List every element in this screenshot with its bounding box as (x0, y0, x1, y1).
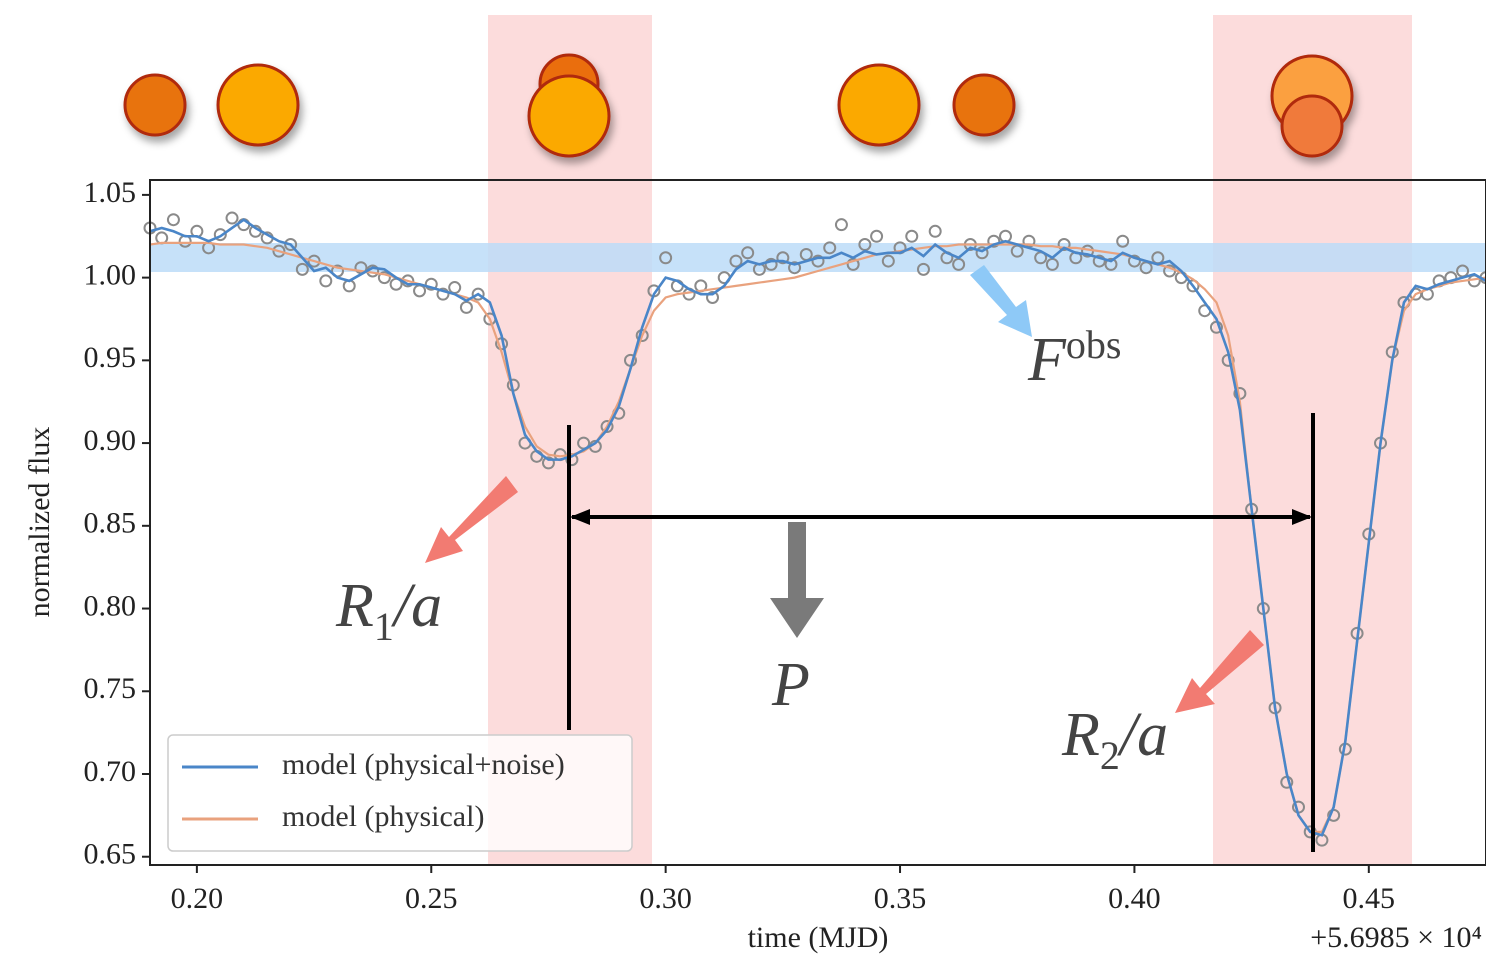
plot-layer (143, 211, 1486, 847)
annotation-sup: obs (1066, 322, 1122, 367)
data-point (1057, 238, 1071, 252)
down-arrow (770, 522, 824, 638)
plot-frame (149, 179, 1486, 866)
star (952, 73, 1016, 137)
x-offset-label: +5.6985 × 10⁴ (1310, 921, 1482, 954)
data-point (319, 274, 333, 288)
data-point (213, 228, 227, 242)
annotation: R1/a (335, 572, 442, 649)
data-point (916, 262, 930, 276)
data-point (459, 300, 473, 314)
data-point (284, 238, 298, 252)
blue-arrow (970, 265, 1032, 337)
annotation-text: R (1061, 701, 1100, 769)
data-point (870, 229, 884, 243)
x-tick-label: 0.25 (405, 882, 458, 915)
annotation: R2/a (1061, 701, 1168, 778)
y-tick-label: 1.05 (84, 176, 137, 209)
y-tick-label: 0.80 (84, 589, 137, 622)
data-point (987, 234, 1001, 248)
data-point (1092, 254, 1106, 268)
data-point (413, 284, 427, 298)
annotation-text: R (335, 572, 374, 640)
y-axis-label: normalized flux (23, 427, 56, 618)
y-tick-label: 0.70 (84, 755, 137, 788)
data-point (659, 251, 673, 265)
data-point (424, 277, 438, 291)
data-point (166, 213, 180, 227)
data-point (541, 456, 555, 470)
annotation: P (771, 651, 810, 719)
data-point (811, 254, 825, 268)
y-tick-label: 0.85 (84, 507, 137, 540)
annotation-text: /a (1117, 701, 1168, 769)
data-point (764, 257, 778, 271)
data-point (1127, 254, 1141, 268)
x-tick-label: 0.40 (1108, 882, 1161, 915)
data-point (436, 287, 450, 301)
legend-box (167, 734, 633, 852)
x-tick-label: 0.35 (874, 882, 927, 915)
y-tick-label: 0.65 (84, 838, 137, 871)
data-point (272, 244, 286, 258)
annotation-sub: 2 (1100, 733, 1120, 778)
x-axis-label: time (MJD) (748, 921, 889, 954)
star (837, 63, 921, 147)
data-point (788, 261, 802, 275)
pink-arrow (1175, 630, 1264, 713)
model-line (149, 218, 1486, 837)
stars (123, 53, 1354, 158)
star (123, 73, 187, 137)
data-point (834, 218, 848, 232)
pink-arrow (425, 476, 518, 563)
y-tick-label: 1.00 (84, 259, 137, 292)
data-point (881, 254, 895, 268)
data-point (823, 241, 837, 255)
x-tick-label: 0.20 (171, 882, 224, 915)
legend-label: model (physical) (282, 800, 484, 833)
y-tick-label: 0.95 (84, 341, 137, 374)
data-point (1116, 234, 1130, 248)
legend-label: model (physical+noise) (282, 748, 565, 781)
data-point (928, 224, 942, 238)
annotation-text: /a (391, 572, 442, 640)
annotation-sub: 1 (374, 604, 394, 649)
data-point (905, 229, 919, 243)
data-point (155, 231, 169, 245)
data-point (729, 254, 743, 268)
annotation: Fobs (1027, 322, 1121, 394)
data-point (975, 246, 989, 260)
data-point (307, 254, 321, 268)
star (527, 74, 611, 158)
y-tick-label: 0.90 (84, 424, 137, 457)
y-tick-label: 0.75 (84, 672, 137, 705)
annotation-shapes (425, 265, 1315, 852)
data-point (706, 290, 720, 304)
data-point (741, 246, 755, 260)
annotation-text: F (1027, 326, 1067, 394)
data-point (1104, 257, 1118, 271)
data-point (295, 262, 309, 276)
data-point (776, 251, 790, 265)
x-tick-label: 0.30 (639, 882, 692, 915)
data-point (600, 420, 614, 434)
data-point (448, 281, 462, 295)
star (1280, 94, 1344, 158)
data-point (471, 287, 485, 301)
data-point (377, 271, 391, 285)
x-tick-label: 0.45 (1343, 882, 1396, 915)
data-point (225, 211, 239, 225)
star (216, 63, 300, 147)
